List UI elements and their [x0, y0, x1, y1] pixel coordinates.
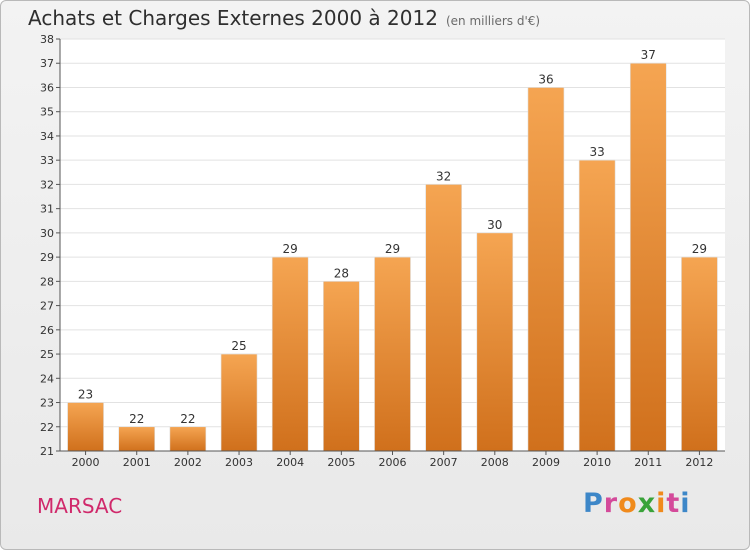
- y-tick-label: 21: [40, 445, 54, 458]
- logo-letter: t: [666, 488, 681, 519]
- y-tick-label: 35: [40, 106, 54, 119]
- data-label: 25: [231, 339, 246, 353]
- x-tick-label: 2012: [685, 456, 713, 469]
- x-tick-label: 2005: [327, 456, 355, 469]
- y-tick-label: 33: [40, 154, 54, 167]
- y-tick-label: 26: [40, 324, 54, 337]
- y-tick-label: 30: [40, 227, 54, 240]
- x-tick-label: 2008: [481, 456, 509, 469]
- y-tick-label: 22: [40, 421, 54, 434]
- data-label: 37: [641, 48, 656, 62]
- bar-2001: [118, 426, 156, 452]
- x-tick-label: 2011: [634, 456, 662, 469]
- bar-2010: [578, 159, 616, 452]
- bar-2006: [374, 256, 411, 452]
- data-label: 33: [589, 145, 604, 159]
- x-tick-label: 2009: [532, 456, 560, 469]
- y-tick-label: 38: [40, 33, 54, 46]
- y-tick-label: 23: [40, 397, 54, 410]
- x-tick-label: 2003: [225, 456, 253, 469]
- bar-2005: [323, 281, 360, 452]
- commune-name: MARSAC: [37, 494, 123, 518]
- data-label: 29: [283, 242, 298, 256]
- y-tick-label: 25: [40, 348, 54, 361]
- x-tick-label: 2010: [583, 456, 611, 469]
- data-label: 36: [538, 72, 553, 86]
- bar-2008: [476, 232, 514, 452]
- y-tick-label: 24: [40, 372, 54, 385]
- data-label: 29: [385, 242, 400, 256]
- proxiti-logo: Proxiti: [583, 488, 691, 519]
- unit-subtitle: (en milliers d'€): [445, 14, 541, 28]
- logo-letter: i: [656, 488, 667, 519]
- x-tick-label: 2007: [430, 456, 458, 469]
- bar-2003: [220, 353, 258, 452]
- data-label: 29: [692, 242, 707, 256]
- data-label: 23: [78, 388, 93, 402]
- axes: 21 22 23 24 25 26 27 28 29 30 31 32 33 34 35 36 37 38 2000…: [40, 33, 725, 469]
- y-tick-label: 37: [40, 57, 54, 70]
- data-label: 32: [436, 169, 451, 183]
- bar-2004: [271, 256, 309, 452]
- x-tick-label: 2000: [72, 456, 100, 469]
- data-label: 22: [129, 412, 144, 426]
- chart-title: Achats et Charges Externes 2000 à 2012 (e…: [28, 6, 540, 30]
- bar-2011: [629, 62, 667, 452]
- y-tick-label: 32: [40, 178, 54, 191]
- y-tick-label: 34: [40, 130, 54, 143]
- logo-letter: P: [583, 488, 604, 519]
- bar-2009: [527, 87, 565, 452]
- y-tick-label: 27: [40, 300, 54, 313]
- y-tick-label: 29: [40, 251, 54, 264]
- logo-letter: r: [603, 488, 619, 519]
- data-label: 28: [334, 266, 349, 280]
- y-tick-label: 28: [40, 275, 54, 288]
- logo-letter: x: [637, 488, 657, 519]
- bar-2002: [169, 426, 207, 452]
- y-tick-label: 36: [40, 81, 54, 94]
- data-label: 30: [487, 218, 502, 232]
- x-tick-label: 2006: [379, 456, 407, 469]
- title-text: Achats et Charges Externes 2000 à 2012: [28, 6, 438, 30]
- data-label: 22: [180, 412, 195, 426]
- bar-2007: [425, 184, 462, 452]
- x-tick-label: 2001: [123, 456, 151, 469]
- logo-letter: o: [618, 488, 638, 519]
- bars: 23 22 22 25 29 28 29 32 30 36 33 37 29: [67, 48, 718, 452]
- x-tick-label: 2002: [174, 456, 202, 469]
- x-tick-label: 2004: [276, 456, 304, 469]
- y-tick-label: 31: [40, 203, 54, 216]
- bar-2012: [681, 256, 718, 452]
- logo-letter: i: [680, 488, 691, 519]
- bar-2000: [67, 402, 104, 452]
